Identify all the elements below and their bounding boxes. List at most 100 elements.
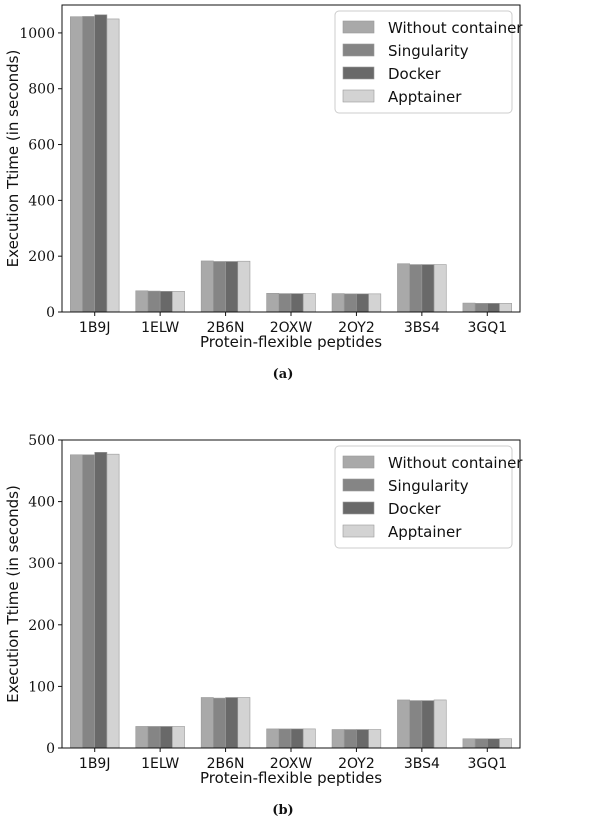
x-tick-label: 3GQ1 (467, 320, 507, 336)
bar-1b9j-without-container (70, 454, 83, 749)
x-tick-label: 3BS4 (404, 320, 440, 336)
legend-label: Without container (388, 19, 523, 37)
bar-1elw-singularity (147, 726, 161, 749)
legend (334, 10, 513, 114)
bar-3bs4-docker (421, 700, 435, 749)
bar-1b9j-singularity (82, 454, 96, 749)
y-tick-label: 800 (28, 82, 55, 98)
x-tick-label: 1ELW (141, 756, 179, 772)
bar-2oy2-docker (356, 293, 369, 313)
bar-2oy2-apptainer (368, 293, 382, 313)
legend-label: Apptainer (388, 88, 462, 106)
bar-3bs4-singularity (409, 264, 423, 313)
bar-2oxw-docker (290, 293, 304, 313)
bar-2oy2-without-container (331, 729, 345, 749)
bar-2b6n-without-container (200, 697, 214, 749)
y-tick-label: 100 (28, 679, 55, 695)
bar-3bs4-without-container (397, 699, 410, 749)
plot-frame (61, 4, 521, 313)
x-tick-label: 3GQ1 (467, 756, 507, 772)
legend-label: Docker (388, 65, 441, 83)
bar-2oy2-singularity (343, 293, 357, 313)
bar-2oxw-apptainer (302, 293, 316, 313)
bar-1b9j-apptainer (106, 453, 120, 749)
bar-1b9j-apptainer (106, 18, 120, 313)
bar-2b6n-singularity (213, 697, 226, 749)
bar-3gq1-docker (486, 738, 500, 749)
legend-swatch (342, 20, 375, 34)
bar-3gq1-apptainer (499, 303, 512, 313)
bar-3gq1-singularity (474, 738, 488, 749)
legend-label: Singularity (388, 477, 469, 495)
y-tick-label: 0 (46, 741, 55, 757)
y-tick-label: 1000 (19, 26, 55, 42)
bar-1elw-apptainer (172, 726, 185, 749)
bar-1elw-docker (159, 726, 173, 749)
bar-3gq1-without-container (462, 738, 476, 749)
legend-swatch (342, 89, 375, 103)
y-axis-label: Execution Ttime (in seconds) (4, 485, 22, 703)
bar-1b9j-singularity (82, 16, 96, 313)
legend-swatch (342, 501, 375, 515)
bar-3bs4-singularity (409, 700, 423, 749)
legend-label: Singularity (388, 42, 469, 60)
bar-2oy2-apptainer (368, 729, 382, 749)
x-tick-label: 2OXW (270, 320, 313, 336)
y-axis-label: Execution Ttime (in seconds) (4, 50, 22, 268)
bar-2oxw-singularity (278, 728, 292, 749)
chart-0: 1B9J 1ELW 2B6N 2OXW 2OY2 3BS4 3GQ1 0 200 400 600 80… (4, 4, 523, 382)
y-tick-label: 200 (28, 249, 55, 265)
bar-3bs4-without-container (397, 263, 410, 313)
bar-3bs4-docker (421, 264, 435, 313)
x-tick-label: 1ELW (141, 320, 179, 336)
bar-1b9j-docker (94, 14, 108, 313)
legend-swatch (342, 524, 375, 538)
legend-swatch (342, 478, 375, 492)
x-axis-label: Protein-flexible peptides (200, 333, 382, 351)
legend-swatch (342, 455, 375, 469)
x-tick-label: 2OY2 (338, 320, 375, 336)
y-tick-label: 600 (28, 138, 55, 154)
bar-1elw-singularity (147, 290, 161, 313)
bar-2b6n-without-container (200, 260, 214, 313)
y-tick-label: 300 (28, 556, 55, 572)
bar-2oxw-without-container (266, 292, 280, 313)
legend-swatch (342, 66, 375, 80)
bar-1b9j-without-container (70, 16, 83, 313)
x-tick-label: 2B6N (207, 756, 245, 772)
y-tick-label: 0 (46, 305, 55, 321)
bar-3gq1-docker (486, 303, 500, 313)
bar-2b6n-apptainer (237, 697, 251, 749)
x-tick-label: 2OXW (270, 756, 313, 772)
y-tick-label: 400 (28, 193, 55, 209)
y-tick-label: 200 (28, 618, 55, 634)
bar-3bs4-apptainer (433, 699, 447, 749)
figure-caption: (b) (272, 803, 293, 818)
bar-1elw-docker (159, 291, 173, 313)
bar-2oy2-without-container (331, 293, 345, 313)
bar-2b6n-singularity (213, 261, 226, 313)
bar-2oy2-singularity (343, 729, 357, 749)
x-tick-label: 3BS4 (404, 756, 440, 772)
bar-3bs4-apptainer (433, 264, 447, 313)
y-tick-label: 500 (28, 433, 55, 449)
bar-2b6n-apptainer (237, 260, 251, 313)
bar-3gq1-without-container (462, 302, 476, 313)
bar-2oxw-without-container (266, 728, 280, 749)
bar-2oxw-apptainer (302, 728, 316, 749)
legend-swatch (342, 43, 375, 57)
bar-3gq1-singularity (474, 303, 488, 313)
x-tick-label: 2B6N (207, 320, 245, 336)
bar-2oxw-singularity (278, 293, 292, 313)
x-tick-label: 2OY2 (338, 756, 375, 772)
figure-caption: (a) (273, 367, 294, 382)
legend-label: Docker (388, 500, 441, 518)
bar-3gq1-apptainer (499, 738, 512, 749)
plot-frame (61, 439, 521, 749)
bar-2b6n-docker (225, 697, 239, 749)
bar-1elw-without-container (135, 726, 149, 749)
x-axis-label: Protein-flexible peptides (200, 769, 382, 787)
bar-1b9j-docker (94, 452, 108, 749)
bar-2oxw-docker (290, 728, 304, 749)
legend-label: Without container (388, 454, 523, 472)
